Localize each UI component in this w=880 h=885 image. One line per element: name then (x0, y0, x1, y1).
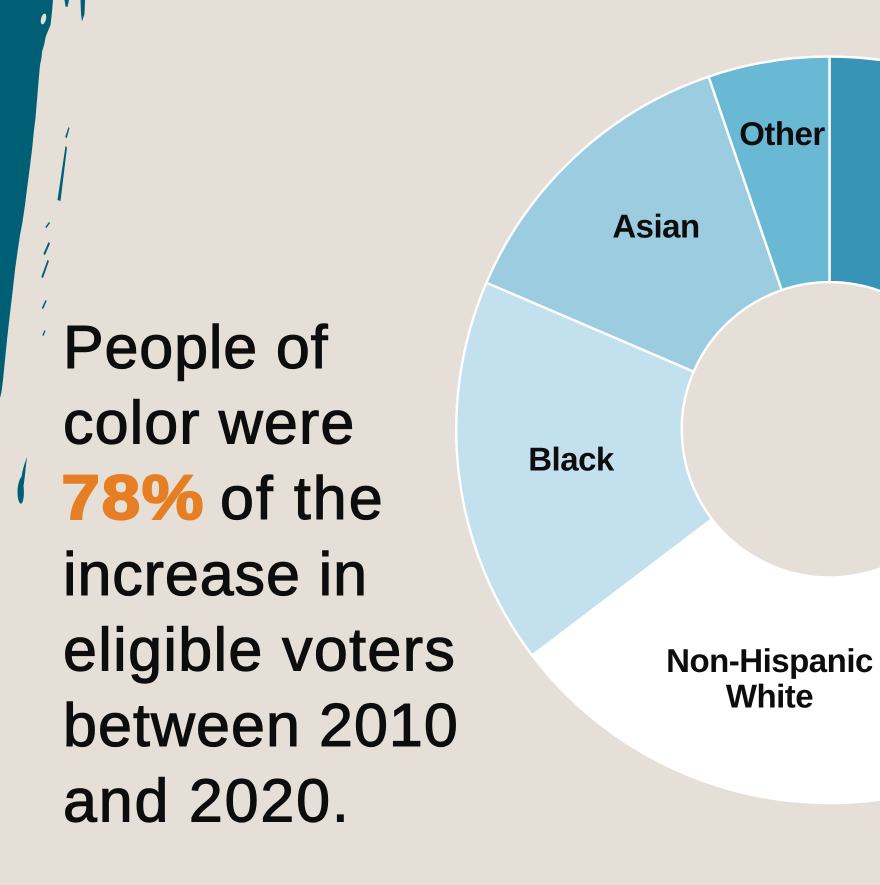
svg-text:between 2010: between 2010 (63, 691, 459, 759)
svg-text:White: White (726, 678, 813, 715)
svg-text:Other: Other (739, 115, 825, 152)
svg-text:Black: Black (528, 441, 615, 478)
svg-text:of the: of the (220, 464, 385, 532)
svg-text:increase in: increase in (63, 540, 368, 608)
svg-text:People of: People of (63, 313, 329, 381)
svg-text:78%: 78% (61, 463, 205, 533)
svg-text:Asian: Asian (612, 208, 699, 245)
svg-text:Non-Hispanic: Non-Hispanic (666, 642, 873, 679)
svg-text:color were: color were (63, 389, 355, 457)
svg-text:and 2020.: and 2020. (63, 767, 351, 835)
svg-text:eligible voters: eligible voters (63, 615, 456, 683)
